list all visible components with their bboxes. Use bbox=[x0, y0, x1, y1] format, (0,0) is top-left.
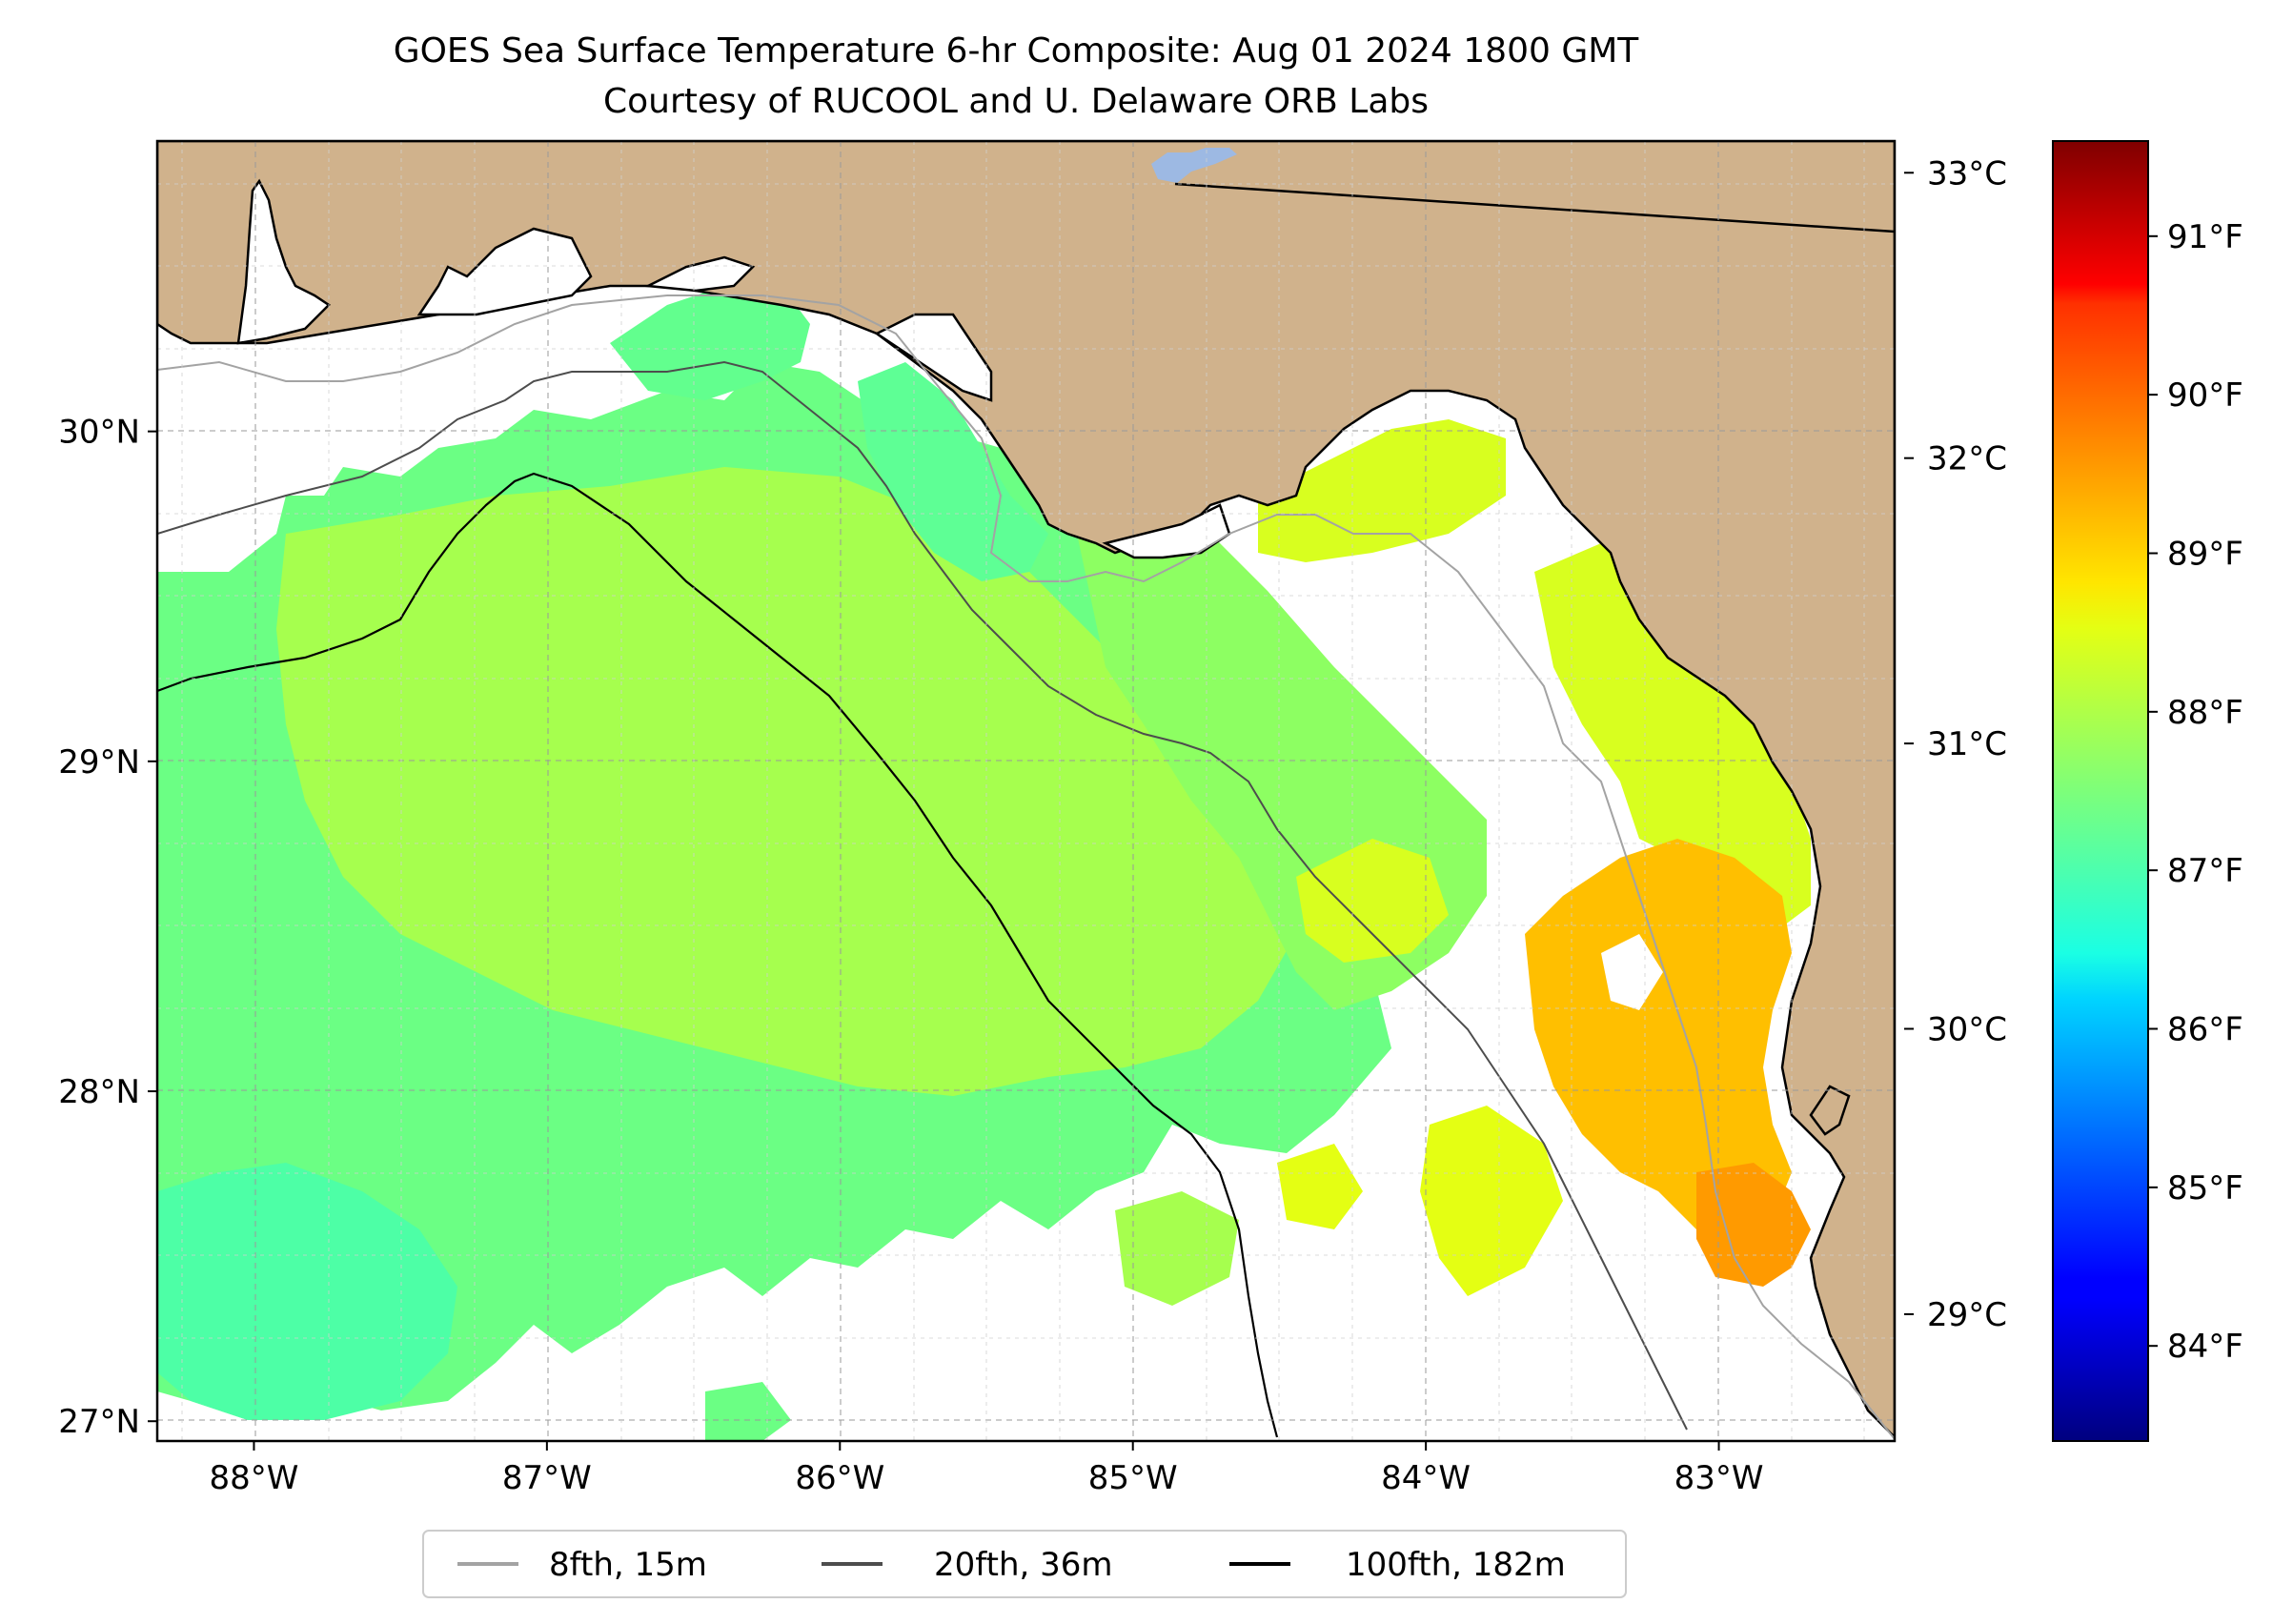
longitude-axis: 88°W 87°W 86°W 85°W 84°W 83°W bbox=[210, 1441, 1764, 1497]
lon-tick-label: 83°W bbox=[1674, 1459, 1764, 1497]
lake bbox=[1151, 148, 1237, 183]
colorbar-c-tick-label: 33°C bbox=[1927, 154, 2007, 193]
gridlines bbox=[157, 141, 1895, 1441]
sst-patch-mid-yellow bbox=[1296, 839, 1449, 963]
lat-tick-label: 28°N bbox=[58, 1073, 140, 1111]
colorbar-f-tick-label: 88°F bbox=[2167, 694, 2243, 732]
tampa-bay bbox=[1809, 1085, 1851, 1136]
legend-label-8fth: 8fth, 15m bbox=[549, 1546, 707, 1584]
legend-label-20fth: 20fth, 36m bbox=[934, 1546, 1113, 1584]
sst-green-patches bbox=[157, 286, 1811, 1441]
sst-patch-south-bottom bbox=[705, 1382, 791, 1441]
lon-tick-label: 85°W bbox=[1088, 1459, 1178, 1497]
colorbar-f-tick-label: 86°F bbox=[2167, 1011, 2243, 1049]
sst-patch-east-coast bbox=[1534, 543, 1811, 934]
colorbar-c-tick-label: 30°C bbox=[1927, 1011, 2007, 1049]
chart-subtitle: Courtesy of RUCOOL and U. Delaware ORB L… bbox=[603, 82, 1429, 121]
colorbar-f-tick-label: 91°F bbox=[2167, 218, 2243, 256]
isobath-8fth-15m bbox=[157, 294, 1895, 1440]
colorbar-f-tick-label: 85°F bbox=[2167, 1169, 2243, 1208]
sst-patch-panhandle bbox=[858, 362, 1048, 581]
sst-patch-se-yellow bbox=[1420, 1106, 1563, 1296]
sst-patch-hole bbox=[1601, 934, 1663, 1010]
colorbar-c-tick-label: 29°C bbox=[1927, 1296, 2007, 1334]
minor-gridlines bbox=[157, 141, 1895, 1441]
colorbar-c-tick-label: 31°C bbox=[1927, 725, 2007, 763]
colorbar-gradient bbox=[2052, 140, 2149, 1442]
state-boundary bbox=[1174, 182, 1895, 233]
colorbar-fahrenheit-axis: 84°F 85°F 86°F 87°F 88°F 89°F 90°F 91°F bbox=[2148, 218, 2243, 1366]
lat-tick-label: 30°N bbox=[58, 414, 140, 452]
latitude-axis: 27°N 28°N 29°N 30°N bbox=[58, 414, 157, 1441]
sst-patch-south-small bbox=[1115, 1191, 1239, 1306]
mobile-bay bbox=[236, 178, 331, 345]
colorbar-f-tick-label: 89°F bbox=[2167, 535, 2243, 573]
colorbar: 29°C 30°C 31°C 32°C 33°C 84°F 85°F 86°F 87°F 88°… bbox=[1904, 140, 2243, 1442]
chart-title: GOES Sea Surface Temperature 6-hr Compos… bbox=[394, 31, 1640, 71]
isobath-100fth-182m bbox=[157, 472, 1279, 1438]
lat-tick-label: 27°N bbox=[58, 1403, 140, 1441]
sst-warm-patches bbox=[1525, 839, 1895, 1287]
sst-patch-central bbox=[276, 467, 1296, 1096]
legend-box bbox=[422, 1530, 1627, 1598]
sst-patch-bigbend bbox=[1258, 419, 1506, 562]
colorbar-f-tick-label: 87°F bbox=[2167, 852, 2243, 890]
lon-tick-label: 84°W bbox=[1381, 1459, 1471, 1497]
lon-tick-label: 88°W bbox=[210, 1459, 299, 1497]
sst-patch-south-yellow bbox=[1277, 1144, 1363, 1229]
lat-tick-label: 29°N bbox=[58, 743, 140, 782]
isobath-legend: 8fth, 15m 20fth, 36m 100fth, 182m bbox=[422, 1530, 1627, 1598]
lon-tick-label: 86°W bbox=[795, 1459, 884, 1497]
lon-tick-label: 87°W bbox=[502, 1459, 592, 1497]
colorbar-celsius-axis: 29°C 30°C 31°C 32°C 33°C bbox=[1904, 154, 2007, 1334]
legend-label-100fth: 100fth, 182m bbox=[1346, 1546, 1566, 1584]
map-frame bbox=[155, 139, 1897, 1443]
colorbar-f-tick-label: 84°F bbox=[2167, 1328, 2243, 1366]
sst-patch-tampa-orange bbox=[1525, 839, 1792, 1239]
colorbar-c-tick-label: 32°C bbox=[1927, 440, 2007, 478]
sst-patch-southwest bbox=[157, 1163, 457, 1420]
colorbar-f-tick-label: 90°F bbox=[2167, 376, 2243, 415]
sst-patch-tampa-deep-orange bbox=[1696, 1163, 1811, 1287]
map-area bbox=[157, 141, 1895, 1441]
